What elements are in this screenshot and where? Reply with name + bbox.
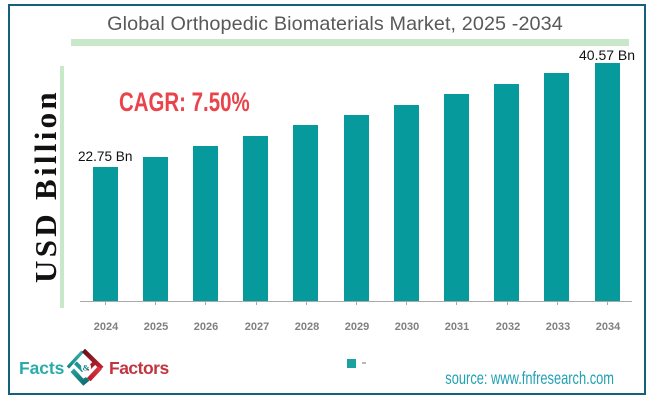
svg-text:&: & <box>83 363 90 373</box>
